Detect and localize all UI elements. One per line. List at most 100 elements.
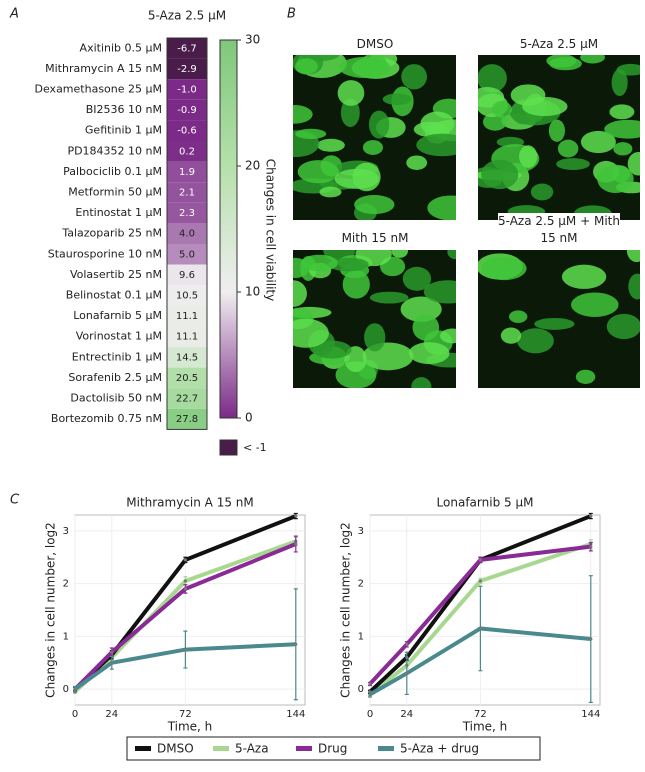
cell (368, 110, 390, 139)
heatmap-cell (167, 347, 207, 368)
cell (364, 323, 386, 352)
cell (530, 183, 554, 201)
cell (334, 168, 379, 189)
legend-label: DMSO (157, 742, 194, 756)
cell (447, 250, 456, 260)
cell (339, 56, 391, 78)
cell (580, 55, 605, 64)
y-axis-label: Changes in cell number, log2 (339, 522, 353, 698)
y-tick-label: 2 (63, 579, 69, 590)
cell-label: 14.5 (176, 352, 198, 363)
cell (580, 130, 616, 154)
cell (423, 280, 456, 304)
heatmap-cell (167, 408, 207, 430)
cell (627, 151, 640, 176)
x-tick-label: 24 (400, 709, 413, 720)
micrograph (478, 250, 640, 388)
colorbar-label: Changes in cell viability (264, 159, 278, 301)
row-label: Dactolisib 50 nM (70, 392, 162, 405)
cell (293, 104, 313, 124)
row-label: Mithramycin A 15 nM (45, 62, 162, 75)
cell-label: -0.9 (177, 105, 197, 116)
cell (611, 69, 628, 96)
y-tick-label: 2 (358, 579, 364, 590)
x-tick-label: 24 (105, 709, 118, 720)
heatmap-cell (167, 305, 207, 327)
cell (575, 369, 596, 384)
x-tick-label: 144 (286, 709, 305, 720)
series-line (368, 544, 592, 686)
cell (519, 145, 538, 168)
cell (369, 291, 409, 304)
panel-label: C (10, 493, 20, 508)
cell (401, 64, 427, 90)
heatmap-cell (167, 79, 207, 100)
cell (300, 254, 338, 272)
heatmap-cell (167, 161, 207, 183)
cell (522, 96, 568, 117)
row-label: Entinostat 1 μM (75, 206, 162, 219)
cell (420, 111, 455, 136)
y-tick-label: 3 (63, 526, 69, 537)
image-title: DMSO (310, 36, 440, 53)
cell-label: 2.1 (179, 188, 195, 199)
cell-label: -2.9 (177, 64, 197, 75)
point (478, 558, 482, 562)
cell (491, 101, 512, 118)
heatmap-cell (167, 182, 207, 203)
point (110, 650, 114, 654)
micrograph (293, 55, 456, 220)
plot-frame (74, 514, 306, 706)
cell (548, 119, 565, 142)
colorbar-tick-label: 30 (245, 33, 260, 47)
row-label: PD184352 10 nM (67, 144, 162, 157)
series-line (368, 542, 592, 697)
cell (416, 133, 456, 157)
point (110, 661, 114, 665)
cell (293, 280, 307, 307)
cell-label: 0.2 (179, 146, 195, 157)
point (478, 626, 482, 631)
point (183, 587, 187, 591)
point (405, 642, 409, 646)
cell (427, 195, 456, 220)
cell (382, 93, 412, 105)
colorbar-tick-label: 0 (245, 411, 253, 425)
point (368, 682, 372, 686)
cell (549, 57, 582, 71)
heatmap-cell (167, 264, 207, 286)
cell (628, 273, 640, 300)
cell (337, 80, 365, 106)
cell-label: 5.0 (179, 249, 195, 260)
point (368, 692, 372, 697)
cell (517, 328, 554, 354)
series-line (369, 626, 591, 697)
cell (557, 139, 579, 158)
heatmap-cell (167, 120, 207, 141)
cell (571, 292, 619, 317)
row-label: Dexamethasone 25 μM (35, 83, 162, 96)
image-title: 5-Aza 2.5 μM + Mith 15 nM (498, 213, 620, 247)
point (294, 542, 298, 546)
cell (340, 98, 360, 128)
column-label: 5-Aza 2.5 μM (148, 9, 226, 23)
cell (616, 63, 640, 76)
y-tick-label: 1 (63, 631, 69, 642)
cell (481, 159, 519, 190)
cell (402, 266, 432, 291)
cell-label: 4.0 (179, 229, 195, 240)
point (405, 671, 409, 675)
cell (481, 256, 527, 281)
cell (478, 64, 507, 93)
row-label: Palbociclib 0.1 μM (63, 165, 162, 178)
x-axis-label: Time, h (167, 720, 213, 734)
cell (391, 250, 408, 258)
cell-label: 1.9 (179, 167, 195, 178)
cell (597, 164, 634, 194)
row-label: Sorafenib 2.5 μM (68, 371, 162, 384)
heatmap-cell (167, 223, 207, 244)
cell (604, 119, 640, 139)
image-title: Mith 15 nM (310, 230, 440, 247)
